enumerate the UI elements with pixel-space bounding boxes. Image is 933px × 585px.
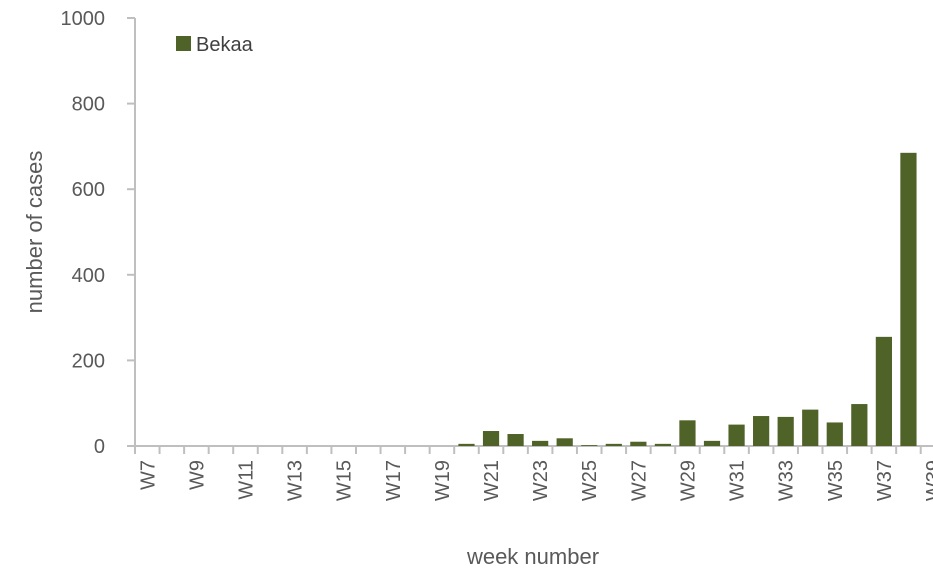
bar-w31: [728, 424, 745, 446]
bar-w35: [826, 422, 843, 446]
x-tick-label: W35: [825, 460, 847, 501]
x-tick-label: W11: [235, 460, 257, 500]
y-tick-label: 800: [72, 94, 105, 116]
legend-swatch: [176, 36, 191, 51]
bar-w24: [556, 438, 573, 446]
y-tick-label: 1000: [61, 8, 106, 30]
legend-label: Bekaa: [196, 34, 254, 56]
x-tick-label: W19: [432, 460, 454, 501]
bar-w26: [605, 443, 622, 446]
bar-series: [458, 152, 917, 446]
bar-w37: [875, 336, 892, 446]
x-tick-label: W21: [481, 460, 503, 501]
x-tick-label: W39: [923, 460, 933, 501]
bar-w20: [458, 443, 475, 446]
y-tick-label: 0: [94, 436, 105, 458]
bar-w34: [802, 409, 819, 446]
bar-w32: [753, 416, 770, 446]
x-tick-label: W13: [285, 460, 307, 501]
y-tick-label: 200: [72, 350, 105, 372]
bar-w38: [900, 152, 917, 446]
y-axis-title: number of cases: [22, 151, 47, 314]
bar-w23: [532, 440, 549, 446]
x-tick-label: W33: [776, 460, 798, 501]
x-tick-label: W37: [874, 460, 896, 501]
x-tick-label: W9: [186, 460, 208, 490]
x-tick-label: W29: [677, 460, 699, 501]
x-tick-label: W31: [727, 460, 749, 501]
bar-w36: [851, 404, 868, 446]
y-tick-label: 400: [72, 265, 105, 287]
y-tick-label: 600: [72, 179, 105, 201]
x-axis-title: week number: [466, 544, 599, 569]
bar-w25: [581, 445, 598, 446]
x-tick-labels: W7 W9 W11 W13 W15 W17 W19 W21 W23 W25 W27 W29 W31 W33…: [134, 446, 933, 501]
bar-w33: [777, 416, 794, 446]
legend: Bekaa: [176, 34, 254, 56]
x-tick-label: W27: [628, 460, 650, 501]
bar-w27: [630, 441, 647, 446]
x-tick-label: W15: [334, 460, 356, 501]
x-tick-label: W25: [579, 460, 601, 501]
x-tick-label: W7: [137, 460, 159, 490]
bar-w22: [507, 434, 524, 446]
bar-w30: [703, 440, 721, 446]
bar-w28: [654, 443, 672, 446]
x-tick-label: W23: [530, 460, 552, 501]
y-tick-labels: 0 200 400 600 800 1000: [61, 8, 135, 458]
bar-w29: [679, 420, 696, 446]
x-tick-label: W17: [383, 460, 405, 501]
bar-w21: [482, 431, 500, 446]
